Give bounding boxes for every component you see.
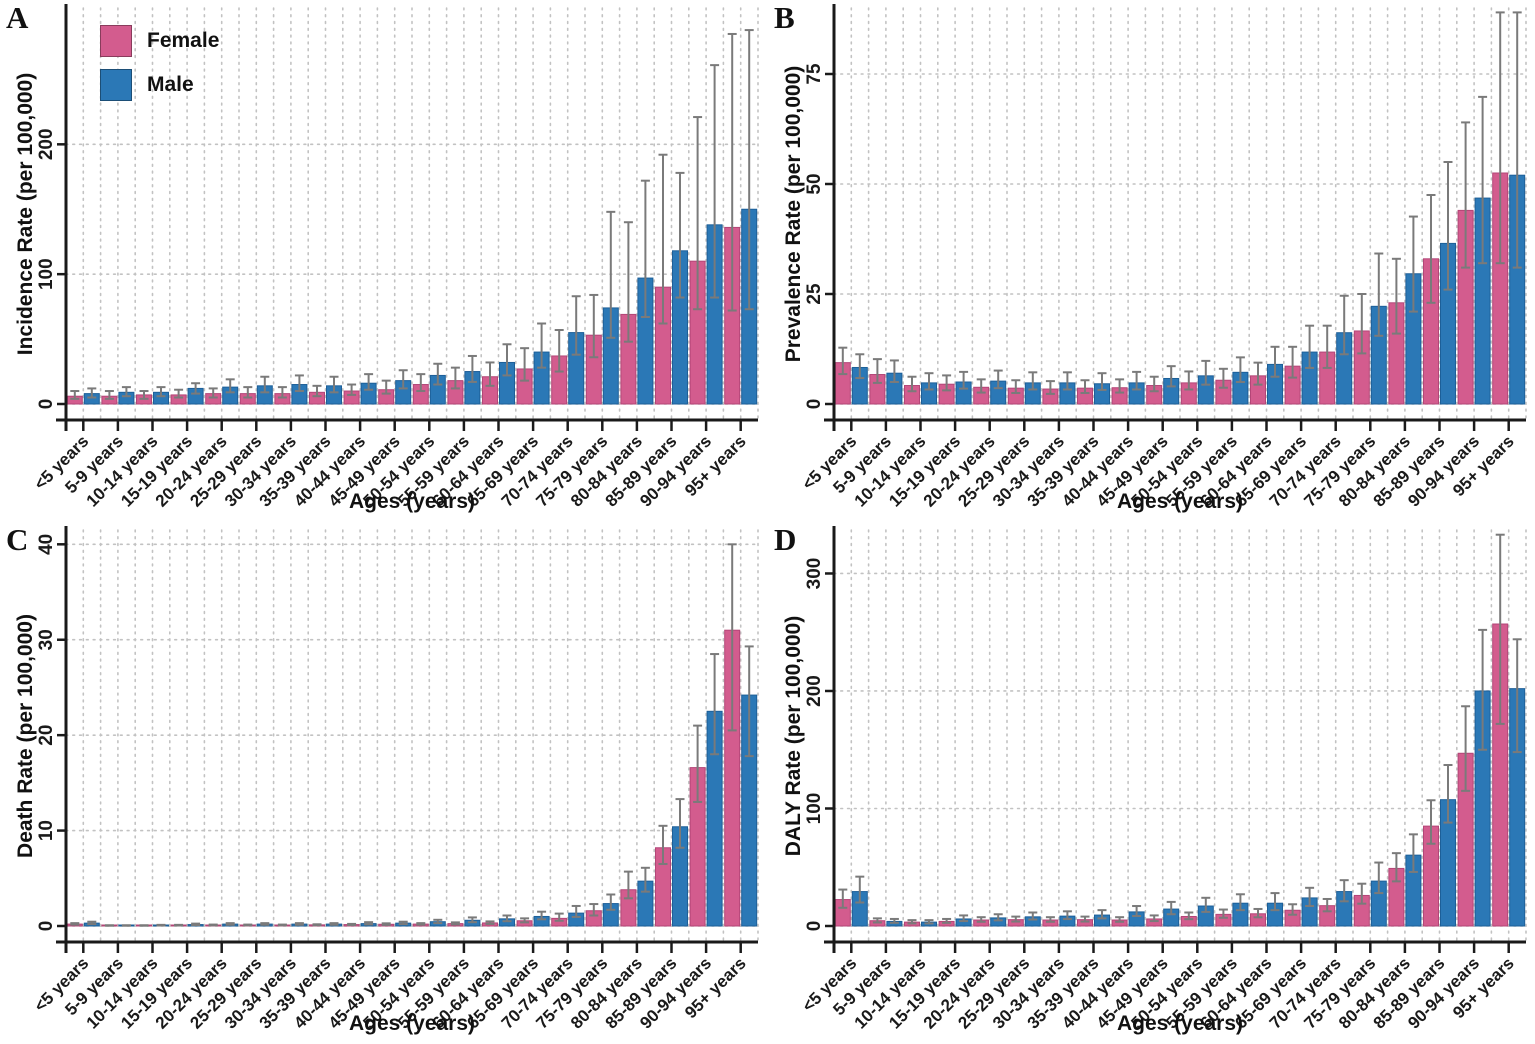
y-tick-label: 100	[36, 258, 57, 290]
x-axis-title-b: Ages (years)	[1116, 490, 1244, 513]
x-axis-title-c: Ages (years)	[348, 1012, 476, 1035]
legend-label-male: Male	[147, 73, 194, 96]
legend: Female Male	[100, 25, 220, 114]
y-tick-label: 75	[804, 63, 825, 85]
panel-letter-c: C	[6, 522, 29, 557]
legend-item-male: Male	[100, 69, 219, 101]
y-tick-label: 100	[804, 793, 825, 825]
legend-swatch-female-icon	[100, 25, 132, 57]
panel-letter-d: D	[774, 522, 797, 557]
y-tick-label: 0	[36, 399, 57, 410]
legend-swatch-male-icon	[100, 69, 132, 101]
panel-c: 0 10 20 30 40 <5 years 5-9 years 10-14 years 15-…	[0, 522, 767, 1044]
y-tick-label: 0	[804, 921, 825, 932]
legend-label-female: Female	[147, 29, 220, 52]
y-axis-title-c: Death Rate (per 100,000)	[14, 614, 37, 858]
y-tick-label: 0	[36, 921, 57, 932]
panel-b: 0 25 50 75 <5 years 5-9 years 10-14 years 15-19…	[768, 0, 1535, 522]
panel-d: 0 100 200 300 <5 years 5-9 years 10-14 years 15…	[768, 522, 1535, 1044]
x-axis-title-d: Ages (years)	[1116, 1012, 1244, 1035]
panel-letter-a: A	[6, 0, 29, 35]
y-tick-label: 40	[36, 534, 57, 555]
y-tick-label: 10	[36, 820, 57, 841]
y-tick-label: 30	[36, 629, 57, 650]
y-axis-title-b: Prevalence Rate (per 100,000)	[782, 65, 805, 363]
y-axis-title-a: Incidence Rate (per 100,000)	[14, 72, 37, 356]
y-tick-label: 300	[804, 558, 825, 590]
y-tick-label: 0	[804, 399, 825, 410]
y-tick-label: 50	[804, 173, 825, 194]
y-tick-label: 25	[804, 283, 825, 305]
panel-letter-b: B	[774, 0, 795, 35]
y-tick-label: 200	[804, 675, 825, 707]
legend-item-female: Female	[100, 25, 220, 57]
panel-a: 0 100 200 <5 years 5-9 years 10-14 years 15-19…	[0, 0, 767, 522]
y-axis-title-d: DALY Rate (per 100,000)	[782, 615, 805, 857]
y-tick-label: 20	[36, 725, 57, 746]
x-axis-title-a: Ages (years)	[348, 490, 476, 513]
y-tick-label: 200	[36, 128, 57, 160]
